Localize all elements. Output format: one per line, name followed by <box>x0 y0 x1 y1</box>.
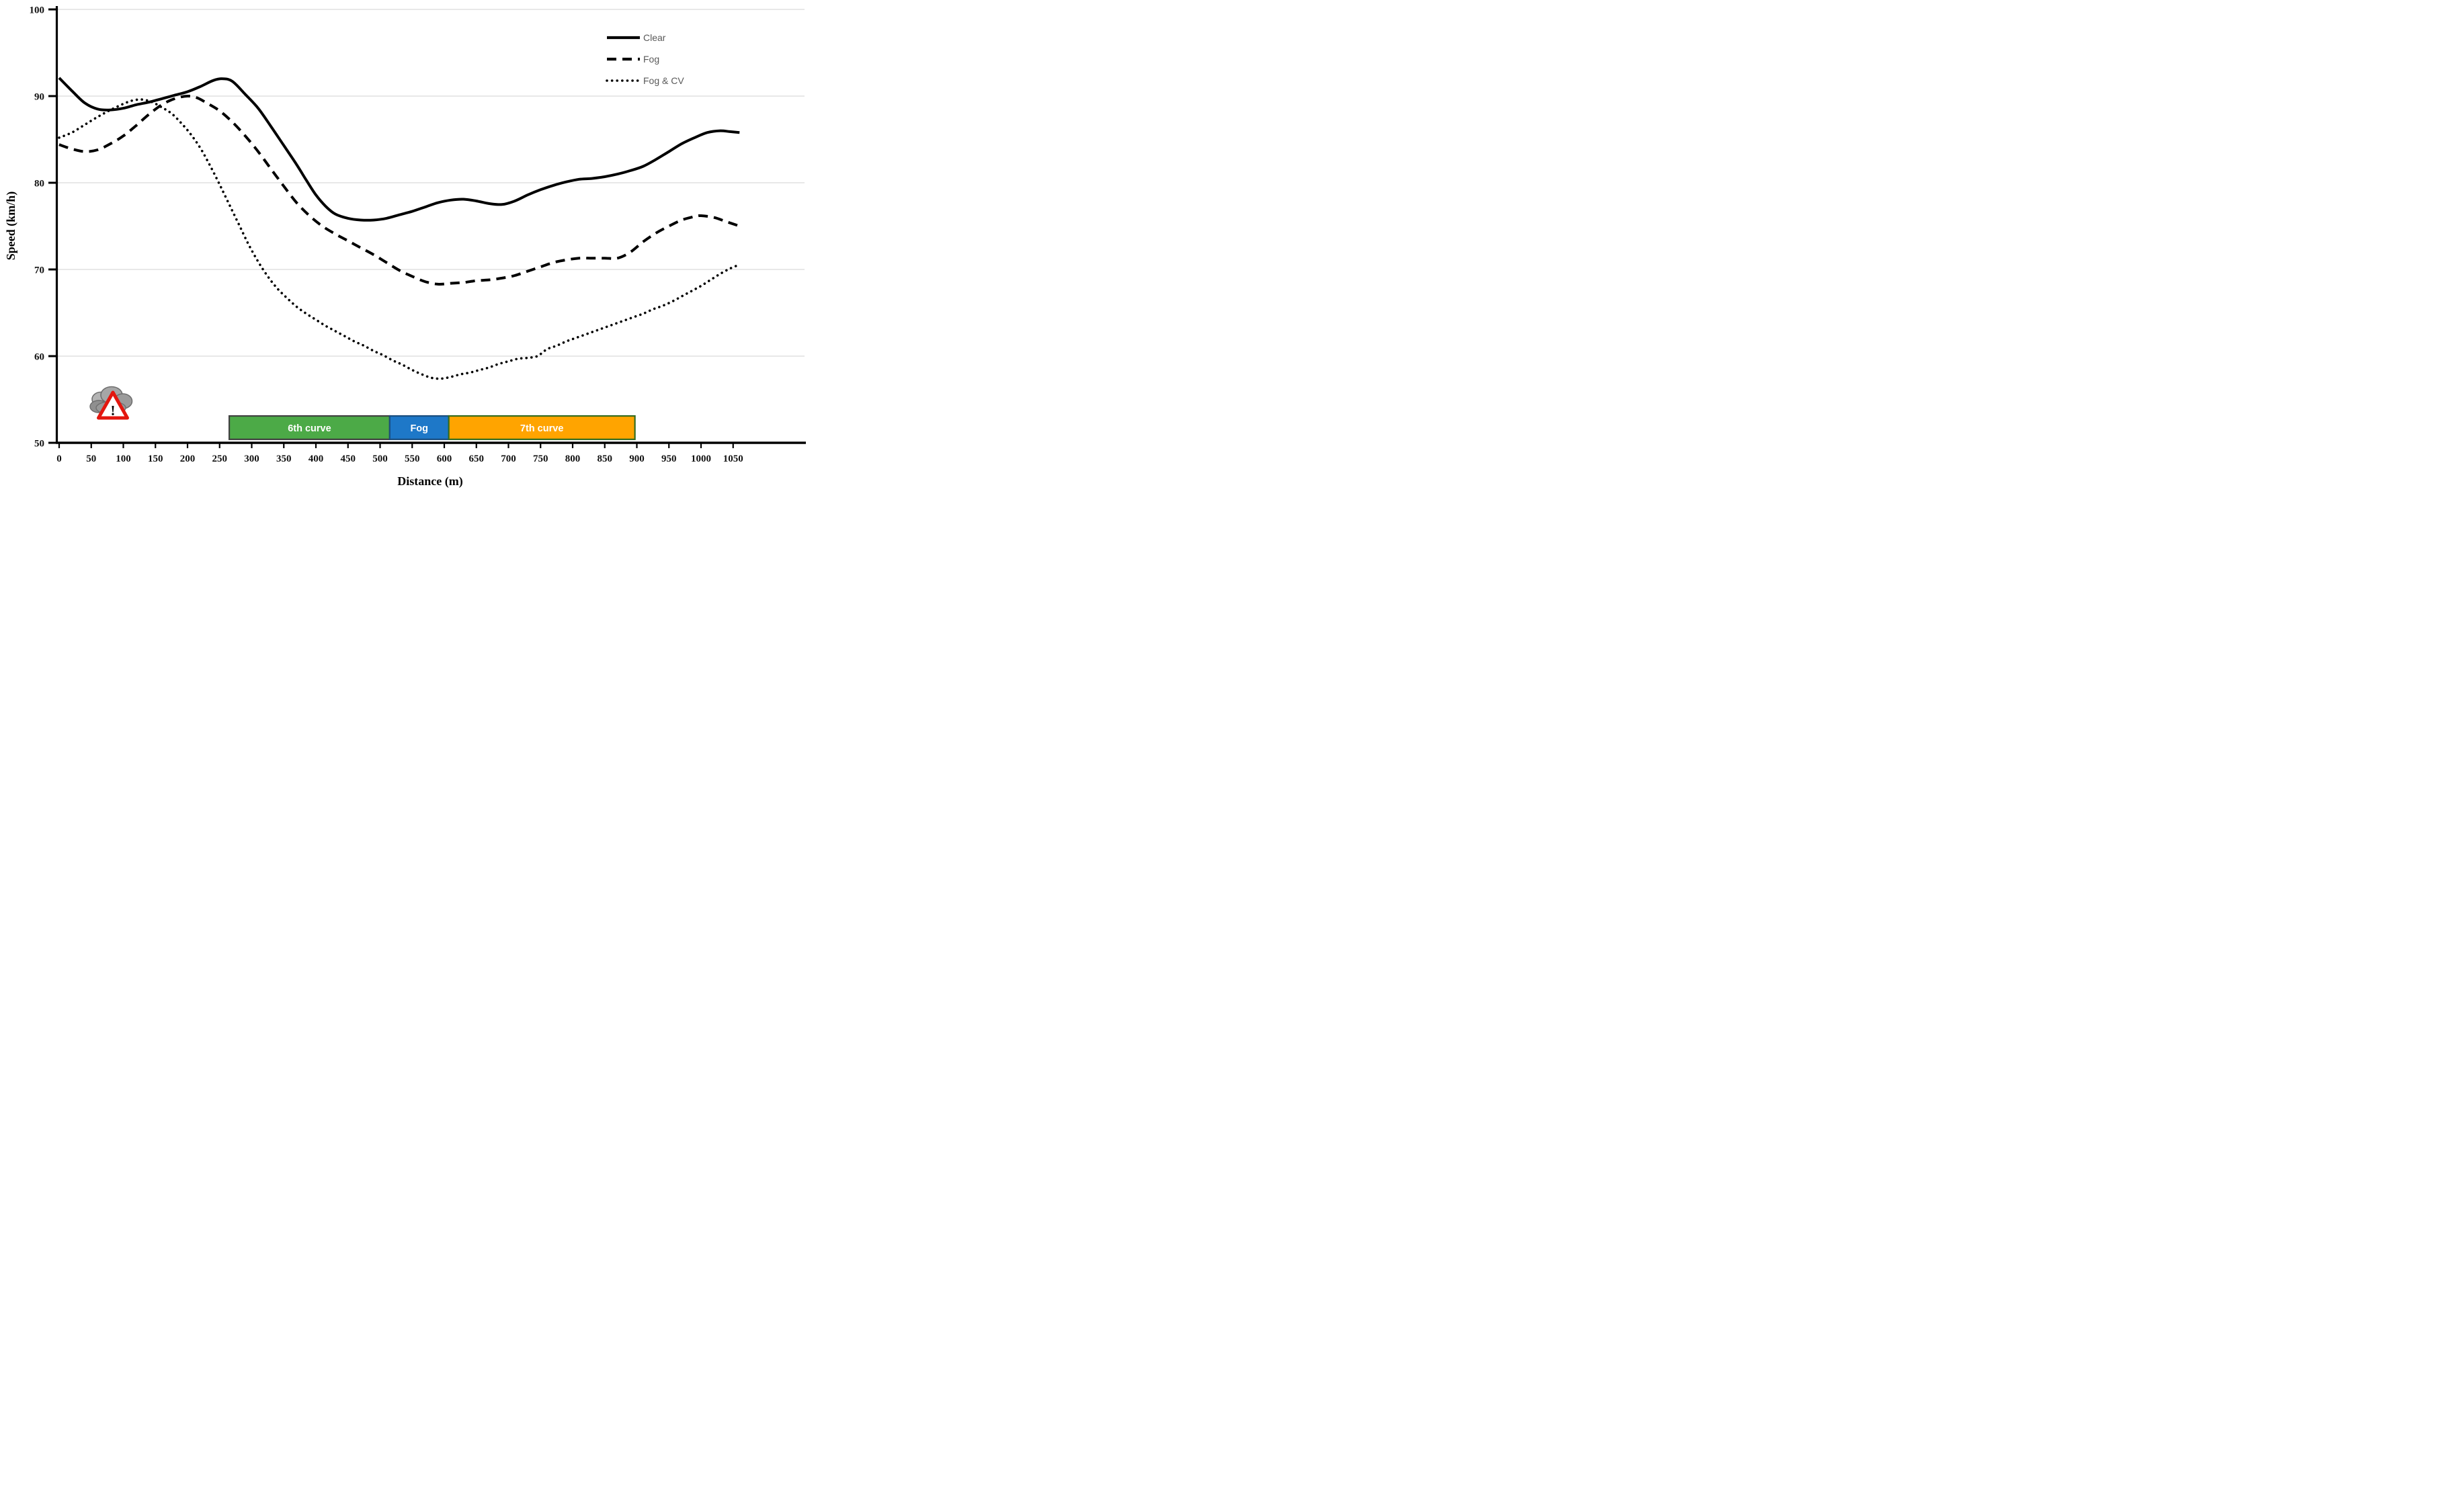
zone-label-fog: Fog <box>410 423 428 434</box>
legend-label-fog-cv: Fog & CV <box>643 75 684 86</box>
x-tick-label-750: 750 <box>533 454 548 464</box>
x-tick-label-500: 500 <box>372 454 388 464</box>
y-axis-title: Speed (km/h) <box>4 192 18 261</box>
x-axis-ticks: 0 50 100 150 200 250 300 350 400 450 500 550 600 650 7… <box>56 443 743 464</box>
x-tick-label-200: 200 <box>180 454 196 464</box>
x-tick-label-1000: 1000 <box>691 454 711 464</box>
x-tick-label-600: 600 <box>437 454 452 464</box>
zone-bar-6th-curve <box>228 415 391 440</box>
legend-label-fog: Fog <box>643 54 659 65</box>
series-line-fog <box>58 94 740 286</box>
x-tick-label-1050: 1050 <box>723 454 743 464</box>
y-tick-label-60: 60 <box>34 352 44 363</box>
x-tick-label-700: 700 <box>501 454 516 464</box>
series-line-fog-cv <box>58 98 740 380</box>
x-tick-label-400: 400 <box>309 454 324 464</box>
road-segment-bars: 6th curve Fog 7th curve <box>228 415 636 440</box>
fog-warning-icon: ! <box>89 386 133 420</box>
y-tick-label-50: 50 <box>34 439 44 450</box>
y-axis-ticks: 50 60 70 80 90 100 <box>30 5 56 450</box>
zone-bar-7th-curve <box>448 415 636 440</box>
y-tick-label-80: 80 <box>34 179 44 189</box>
chart-figure: 50 60 70 80 90 100 0 50 100 150 200 250 300 350 400 45… <box>0 0 821 496</box>
y-tick-label-100: 100 <box>30 5 45 16</box>
legend: Clear Fog Fog & CV <box>606 32 684 86</box>
x-tick-label-950: 950 <box>661 454 677 464</box>
x-tick-label-850: 850 <box>598 454 613 464</box>
y-tick-label-70: 70 <box>34 265 44 276</box>
data-series <box>58 77 740 380</box>
gridlines <box>56 9 805 357</box>
legend-item-clear: Clear <box>607 32 666 43</box>
x-axis-title: Distance (m) <box>397 474 462 488</box>
x-tick-label-550: 550 <box>405 454 420 464</box>
warning-triangle-icon <box>97 390 129 420</box>
x-tick-label-800: 800 <box>565 454 581 464</box>
x-tick-label-100: 100 <box>116 454 131 464</box>
x-tick-label-350: 350 <box>276 454 292 464</box>
legend-item-fog-cv: Fog & CV <box>606 75 684 86</box>
x-tick-label-0: 0 <box>56 454 62 464</box>
y-tick-label-90: 90 <box>34 92 44 103</box>
x-tick-label-250: 250 <box>212 454 228 464</box>
x-tick-label-150: 150 <box>148 454 163 464</box>
legend-item-fog: Fog <box>607 54 659 65</box>
x-tick-label-900: 900 <box>629 454 645 464</box>
zone-label-7th-curve: 7th curve <box>520 423 563 434</box>
x-tick-label-450: 450 <box>341 454 356 464</box>
legend-label-clear: Clear <box>643 32 666 43</box>
zone-label-6th-curve: 6th curve <box>288 423 331 434</box>
x-tick-label-300: 300 <box>244 454 259 464</box>
speed-distance-chart: 50 60 70 80 90 100 0 50 100 150 200 250 300 350 400 45… <box>4 5 806 488</box>
x-tick-label-650: 650 <box>469 454 485 464</box>
series-line-clear <box>58 77 740 222</box>
x-tick-label-50: 50 <box>86 454 96 464</box>
warning-exclamation: ! <box>111 402 116 419</box>
